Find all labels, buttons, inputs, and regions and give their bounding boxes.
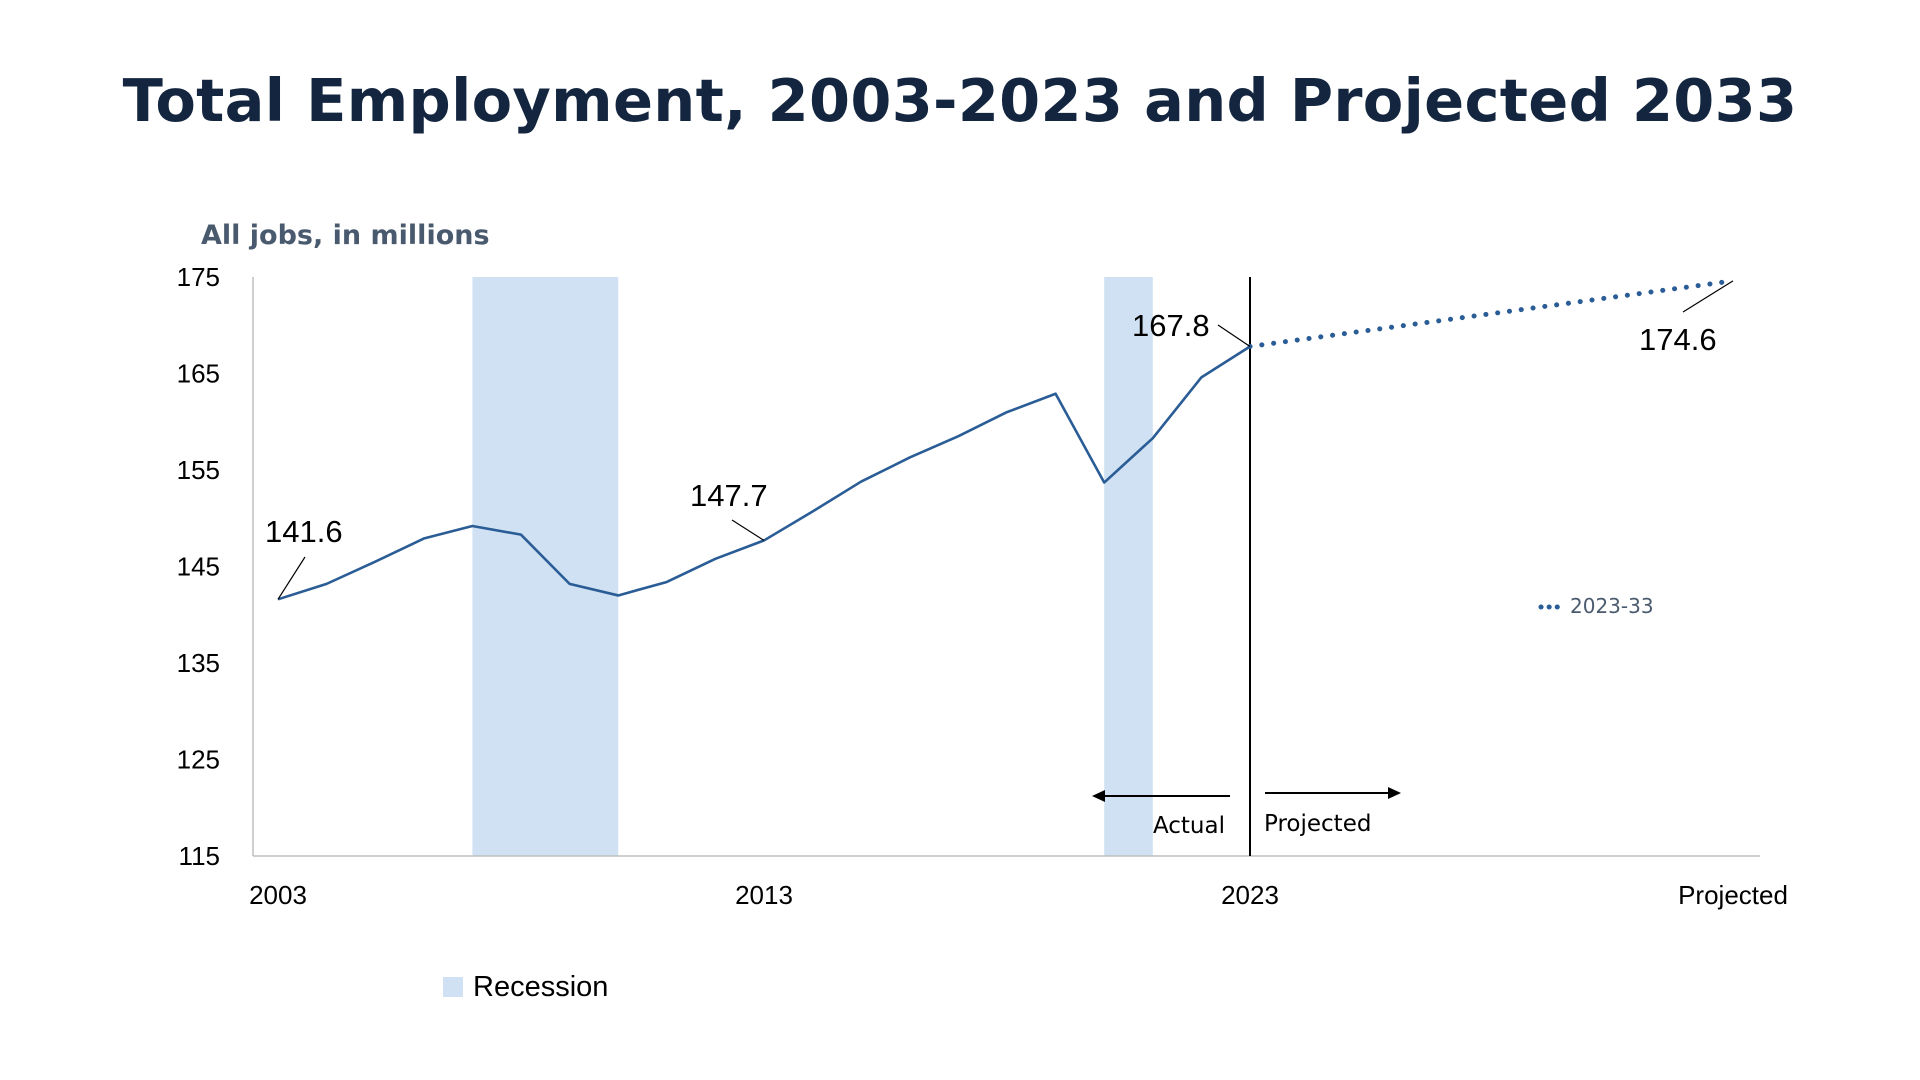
axes	[252, 277, 1760, 857]
y-tick-label: 155	[177, 455, 220, 485]
x-tick-label: 2013	[735, 880, 793, 910]
actual-projected-divider: Actual Projected	[1092, 277, 1401, 856]
data-label-leader	[1682, 280, 1734, 313]
data-label: 141.6	[265, 514, 343, 549]
data-labels: 141.6 147.7 167.8 174.6	[265, 280, 1734, 600]
y-tick-label: 165	[177, 359, 220, 389]
y-tick-labels: 175 165 155 145 135 125 115	[177, 262, 220, 871]
recession-band-1	[472, 277, 619, 856]
x-tick-label: 2003	[249, 880, 307, 910]
y-axis-title: All jobs, in millions	[201, 220, 490, 251]
projected-arrowhead	[1388, 787, 1401, 799]
recession-band-2	[1104, 277, 1153, 856]
y-tick-label: 175	[177, 262, 220, 292]
data-label: 147.7	[690, 478, 768, 513]
data-label: 167.8	[1132, 308, 1210, 343]
actual-label: Actual	[1153, 813, 1225, 839]
data-label: 174.6	[1639, 322, 1717, 357]
data-label-leader	[277, 556, 306, 600]
actual-arrowhead	[1092, 790, 1105, 802]
x-tick-label: Projected	[1678, 880, 1788, 910]
y-tick-label: 145	[177, 552, 220, 582]
x-tick-labels: 2003 2013 2023 Projected	[249, 880, 1788, 910]
projected-series-line	[1247, 278, 1736, 349]
y-tick-label: 115	[179, 841, 220, 871]
legend-recession-label: Recession	[473, 971, 608, 1003]
data-label-leader	[1217, 324, 1251, 347]
legend: 2023-33 Recession	[443, 594, 1654, 1003]
y-tick-label: 125	[177, 745, 220, 775]
projected-label: Projected	[1264, 811, 1371, 837]
legend-projected-label: 2023-33	[1570, 594, 1654, 618]
chart-title: Total Employment, 2003-2023 and Projecte…	[122, 66, 1798, 135]
y-tick-label: 135	[177, 648, 220, 678]
recession-bands	[472, 277, 1153, 856]
legend-recession-swatch	[443, 977, 463, 997]
x-tick-label: 2023	[1221, 880, 1279, 910]
data-label-leader	[731, 519, 765, 541]
